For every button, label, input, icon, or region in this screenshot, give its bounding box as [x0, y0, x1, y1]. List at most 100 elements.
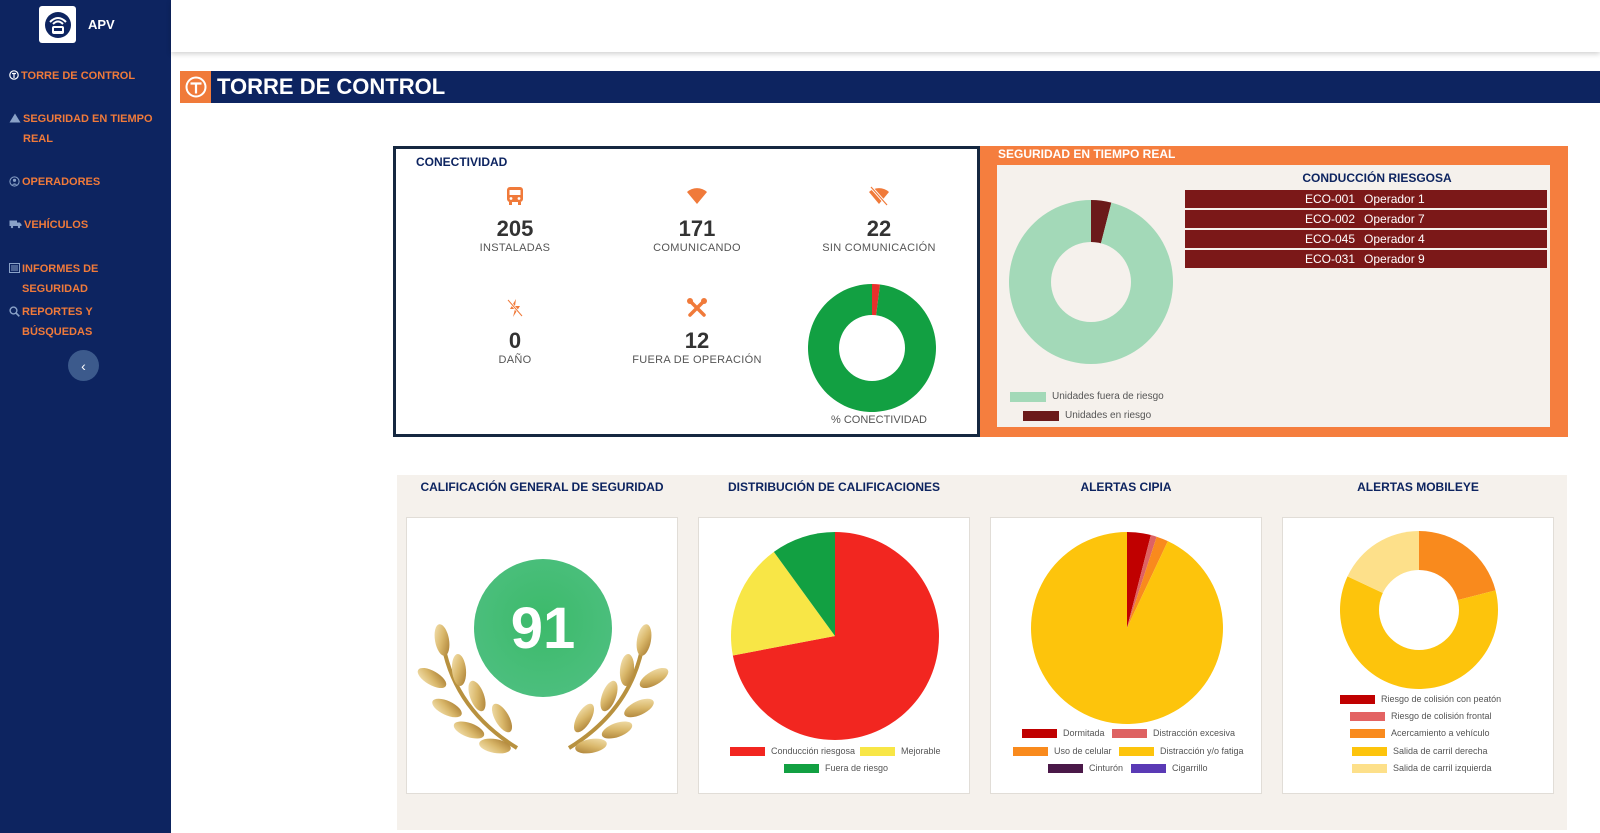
- stat-sin-comunicacion: 22 SIN COMUNICACIÓN: [794, 185, 964, 254]
- pie-slice-conducción-riesgosa[interactable]: [732, 532, 939, 740]
- risk-row[interactable]: ECO-045 Operador 4: [1185, 230, 1547, 248]
- risk-operator: Operador 7: [1364, 212, 1425, 226]
- legend-label: Salida de carril izquierda: [1393, 763, 1492, 773]
- conectividad-title: CONECTIVIDAD: [416, 155, 508, 169]
- cipia-title: ALERTAS CIPIA: [1080, 480, 1172, 494]
- distribucion-title: DISTRIBUCIÓN DE CALIFICACIONES: [727, 480, 940, 494]
- app-name: APV: [88, 17, 115, 32]
- sidebar-item-seguridad-en-tiempo-real[interactable]: SEGURIDAD EN TIEMPO REAL: [9, 109, 159, 149]
- risk-operator: Operador 4: [1364, 232, 1425, 246]
- pie-slice-distracción-excesiva[interactable]: [1127, 535, 1157, 628]
- stat-label: DAÑO: [498, 354, 532, 366]
- legend-label: Unidades en riesgo: [1065, 410, 1152, 421]
- risk-unit: ECO-002: [1305, 212, 1356, 226]
- legend-label: Dormitada: [1063, 728, 1105, 738]
- sidebar-item-operadores[interactable]: OPERADORES: [9, 172, 159, 192]
- seguridad-title: SEGURIDAD EN TIEMPO REAL: [998, 147, 1176, 161]
- pie-slice-distracción-y-o-fatiga[interactable]: [1031, 532, 1223, 724]
- bottom-section: CALIFICACIÓN GENERAL DE SEGURIDAD DISTRI…: [397, 475, 1567, 830]
- sidebar-item-reportes-y-busquedas[interactable]: REPORTES Y BÚSQUEDAS: [9, 302, 159, 342]
- risk-row[interactable]: ECO-001 Operador 1: [1185, 190, 1547, 208]
- legend-swatch: [1022, 728, 1057, 738]
- legend-item: Salida de carril derecha: [1352, 746, 1488, 756]
- brand[interactable]: APV: [39, 6, 115, 43]
- wifi-off-icon: [869, 186, 889, 206]
- legend-swatch: [1023, 410, 1059, 421]
- page-title: TORRE DE CONTROL: [217, 74, 446, 99]
- mobileye-title: ALERTAS MOBILEYE: [1357, 480, 1479, 494]
- legend-item: Fuera de riesgo: [784, 763, 888, 773]
- legend-label: Unidades fuera de riesgo: [1052, 391, 1164, 402]
- legend-label: Cigarrillo: [1172, 763, 1208, 773]
- risk-operator: Operador 1: [1364, 192, 1425, 206]
- risk-row[interactable]: ECO-002 Operador 7: [1185, 210, 1547, 228]
- seguridad-inner: Unidades fuera de riesgo Unidades en rie…: [997, 165, 1550, 427]
- stat-comunicando: 171 COMUNICANDO: [612, 185, 782, 254]
- donut-hole: [1051, 242, 1131, 322]
- stat-value: 22: [866, 216, 892, 241]
- legend-item: Distracción y/o fatiga: [1119, 746, 1244, 756]
- stat-fuera-de-operacion: 12 FUERA DE OPERACIÓN: [612, 297, 782, 366]
- legend-swatch: [730, 746, 765, 756]
- pie-slice-uso-de-celular[interactable]: [1127, 536, 1168, 628]
- legend-label: Mejorable: [901, 746, 941, 756]
- seguridad-panel: SEGURIDAD EN TIEMPO REAL Unidades fuera …: [980, 146, 1568, 437]
- pie-slice-dormitada[interactable]: [1127, 532, 1151, 628]
- legend-label: Conducción riesgosa: [771, 746, 856, 756]
- warning-icon: [9, 113, 21, 123]
- legend-item: Dormitada: [1022, 728, 1105, 738]
- tools-icon: [687, 298, 707, 317]
- legend-item: Cigarrillo: [1131, 763, 1208, 773]
- legend-fuera-de-riesgo: Unidades fuera de riesgo: [1010, 391, 1164, 402]
- sidebar-item-torre-de-control[interactable]: TORRE DE CONTROL: [9, 66, 159, 86]
- sidebar-item-informes-de-seguridad[interactable]: INFORMES DE SEGURIDAD: [9, 259, 159, 299]
- legend-swatch: [1119, 746, 1154, 756]
- conectividad-panel: CONECTIVIDAD 205 INSTALADAS 171 COMUNICA…: [393, 146, 980, 437]
- sidebar-item-label: VEHÍCULOS: [24, 219, 89, 231]
- collapse-sidebar-button[interactable]: ‹: [68, 350, 99, 381]
- sidebar-item-label: OPERADORES: [22, 176, 101, 188]
- risk-operator: Operador 9: [1364, 252, 1425, 266]
- risk-row[interactable]: ECO-031 Operador 9: [1185, 250, 1547, 268]
- calificacion-card: 91: [406, 517, 678, 794]
- wifi-icon: [687, 188, 707, 204]
- legend-swatch: [1131, 763, 1166, 773]
- sidebar-item-label: TORRE DE CONTROL: [21, 70, 136, 82]
- stat-value: 171: [678, 216, 716, 241]
- sidebar-item-label: SEGURIDAD EN TIEMPO REAL: [23, 113, 153, 145]
- legend-label: Distracción y/o fatiga: [1160, 746, 1244, 756]
- legend-label: Riesgo de colisión con peatón: [1381, 694, 1502, 704]
- score-circle: [474, 559, 612, 697]
- legend-item: Acercamiento a vehículo: [1350, 728, 1490, 738]
- legend-item: Conducción riesgosa: [730, 746, 855, 756]
- laurel-left: [417, 624, 519, 754]
- pie-slice-mejorable[interactable]: [731, 551, 835, 656]
- stat-label: FUERA DE OPERACIÓN: [632, 354, 762, 366]
- distribucion-card: Conducción riesgosa Mejorable Fuera de r…: [698, 517, 970, 794]
- stat-value: 12: [684, 328, 710, 353]
- gauge-label: % CONECTIVIDAD: [831, 414, 927, 426]
- legend-item: Uso de celular: [1013, 746, 1112, 756]
- legend-label: Distracción excesiva: [1153, 728, 1236, 738]
- legend-label: Acercamiento a vehículo: [1391, 728, 1490, 738]
- truck-icon: [9, 220, 22, 229]
- stat-label: INSTALADAS: [479, 242, 551, 254]
- cipia-card: Dormitada Distracción excesiva Uso de ce…: [990, 517, 1262, 794]
- score-value: 91: [511, 596, 576, 661]
- sidebar-item-vehiculos[interactable]: VEHÍCULOS: [9, 215, 159, 235]
- pie-slice-fuera-de-riesgo[interactable]: [773, 532, 835, 636]
- calificacion-title: CALIFICACIÓN GENERAL DE SEGURIDAD: [420, 480, 664, 494]
- report-icon: [9, 263, 20, 273]
- user-icon: [9, 176, 20, 187]
- sidebar-item-label: REPORTES Y BÚSQUEDAS: [22, 306, 93, 338]
- seguridad-donut: [1009, 200, 1173, 364]
- conectividad-donut: [808, 284, 936, 412]
- legend-label: Fuera de riesgo: [825, 763, 889, 773]
- legend-swatch: [1350, 711, 1385, 721]
- mobileye-card: Riesgo de colisión con peatón Riesgo de …: [1282, 517, 1554, 794]
- apv-logo: [39, 6, 76, 43]
- legend-label: Uso de celular: [1054, 746, 1112, 756]
- legend-swatch: [1350, 728, 1385, 738]
- legend-swatch: [1112, 728, 1147, 738]
- mobileye-donut: [1340, 531, 1498, 689]
